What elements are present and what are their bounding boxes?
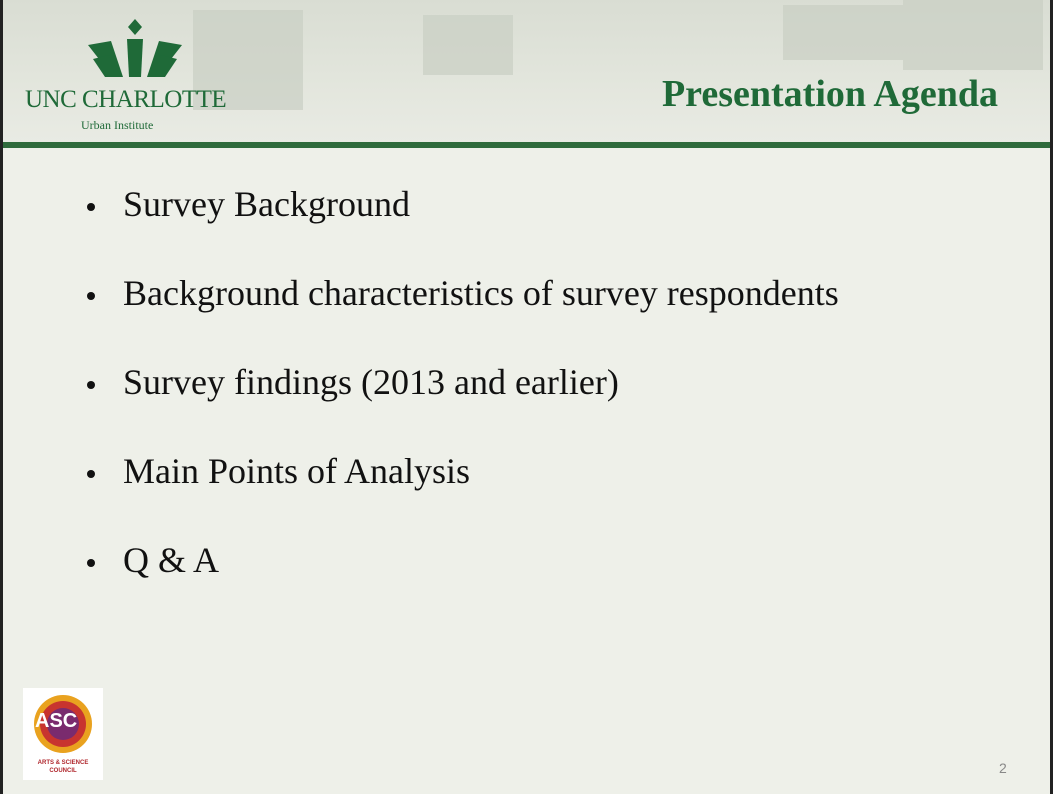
bullet-text: Q & A	[123, 539, 219, 581]
slide-title: Presentation Agenda	[662, 72, 998, 116]
background-building	[783, 5, 903, 60]
background-building	[423, 15, 513, 75]
logo-name: UNC CHARLOTTE	[25, 86, 226, 114]
bullet-marker	[87, 203, 95, 211]
asc-logo-text: ASC	[35, 710, 77, 733]
logo-subtitle: Urban Institute	[81, 118, 153, 133]
header-rule	[3, 142, 1050, 148]
bullet-marker	[87, 470, 95, 478]
bullet-text: Survey findings (2013 and earlier)	[123, 361, 619, 403]
page-number: 2	[999, 760, 1007, 776]
background-building	[903, 0, 1043, 70]
asc-caption: COUNCIL	[23, 768, 103, 774]
bullet-text: Main Points of Analysis	[123, 450, 470, 492]
bullet-marker	[87, 292, 95, 300]
slide: UNC CHARLOTTE Urban Institute Presentati…	[0, 0, 1053, 794]
logo-mark	[83, 15, 188, 80]
asc-logo: ASC ARTS & SCIENCE COUNCIL	[23, 688, 103, 780]
bullet-text: Background characteristics of survey res…	[123, 272, 839, 314]
bullet-marker	[87, 559, 95, 567]
header-banner: UNC CHARLOTTE Urban Institute Presentati…	[3, 0, 1050, 143]
bullet-text: Survey Background	[123, 183, 410, 225]
asc-caption: ARTS & SCIENCE	[23, 760, 103, 766]
bullet-marker	[87, 381, 95, 389]
